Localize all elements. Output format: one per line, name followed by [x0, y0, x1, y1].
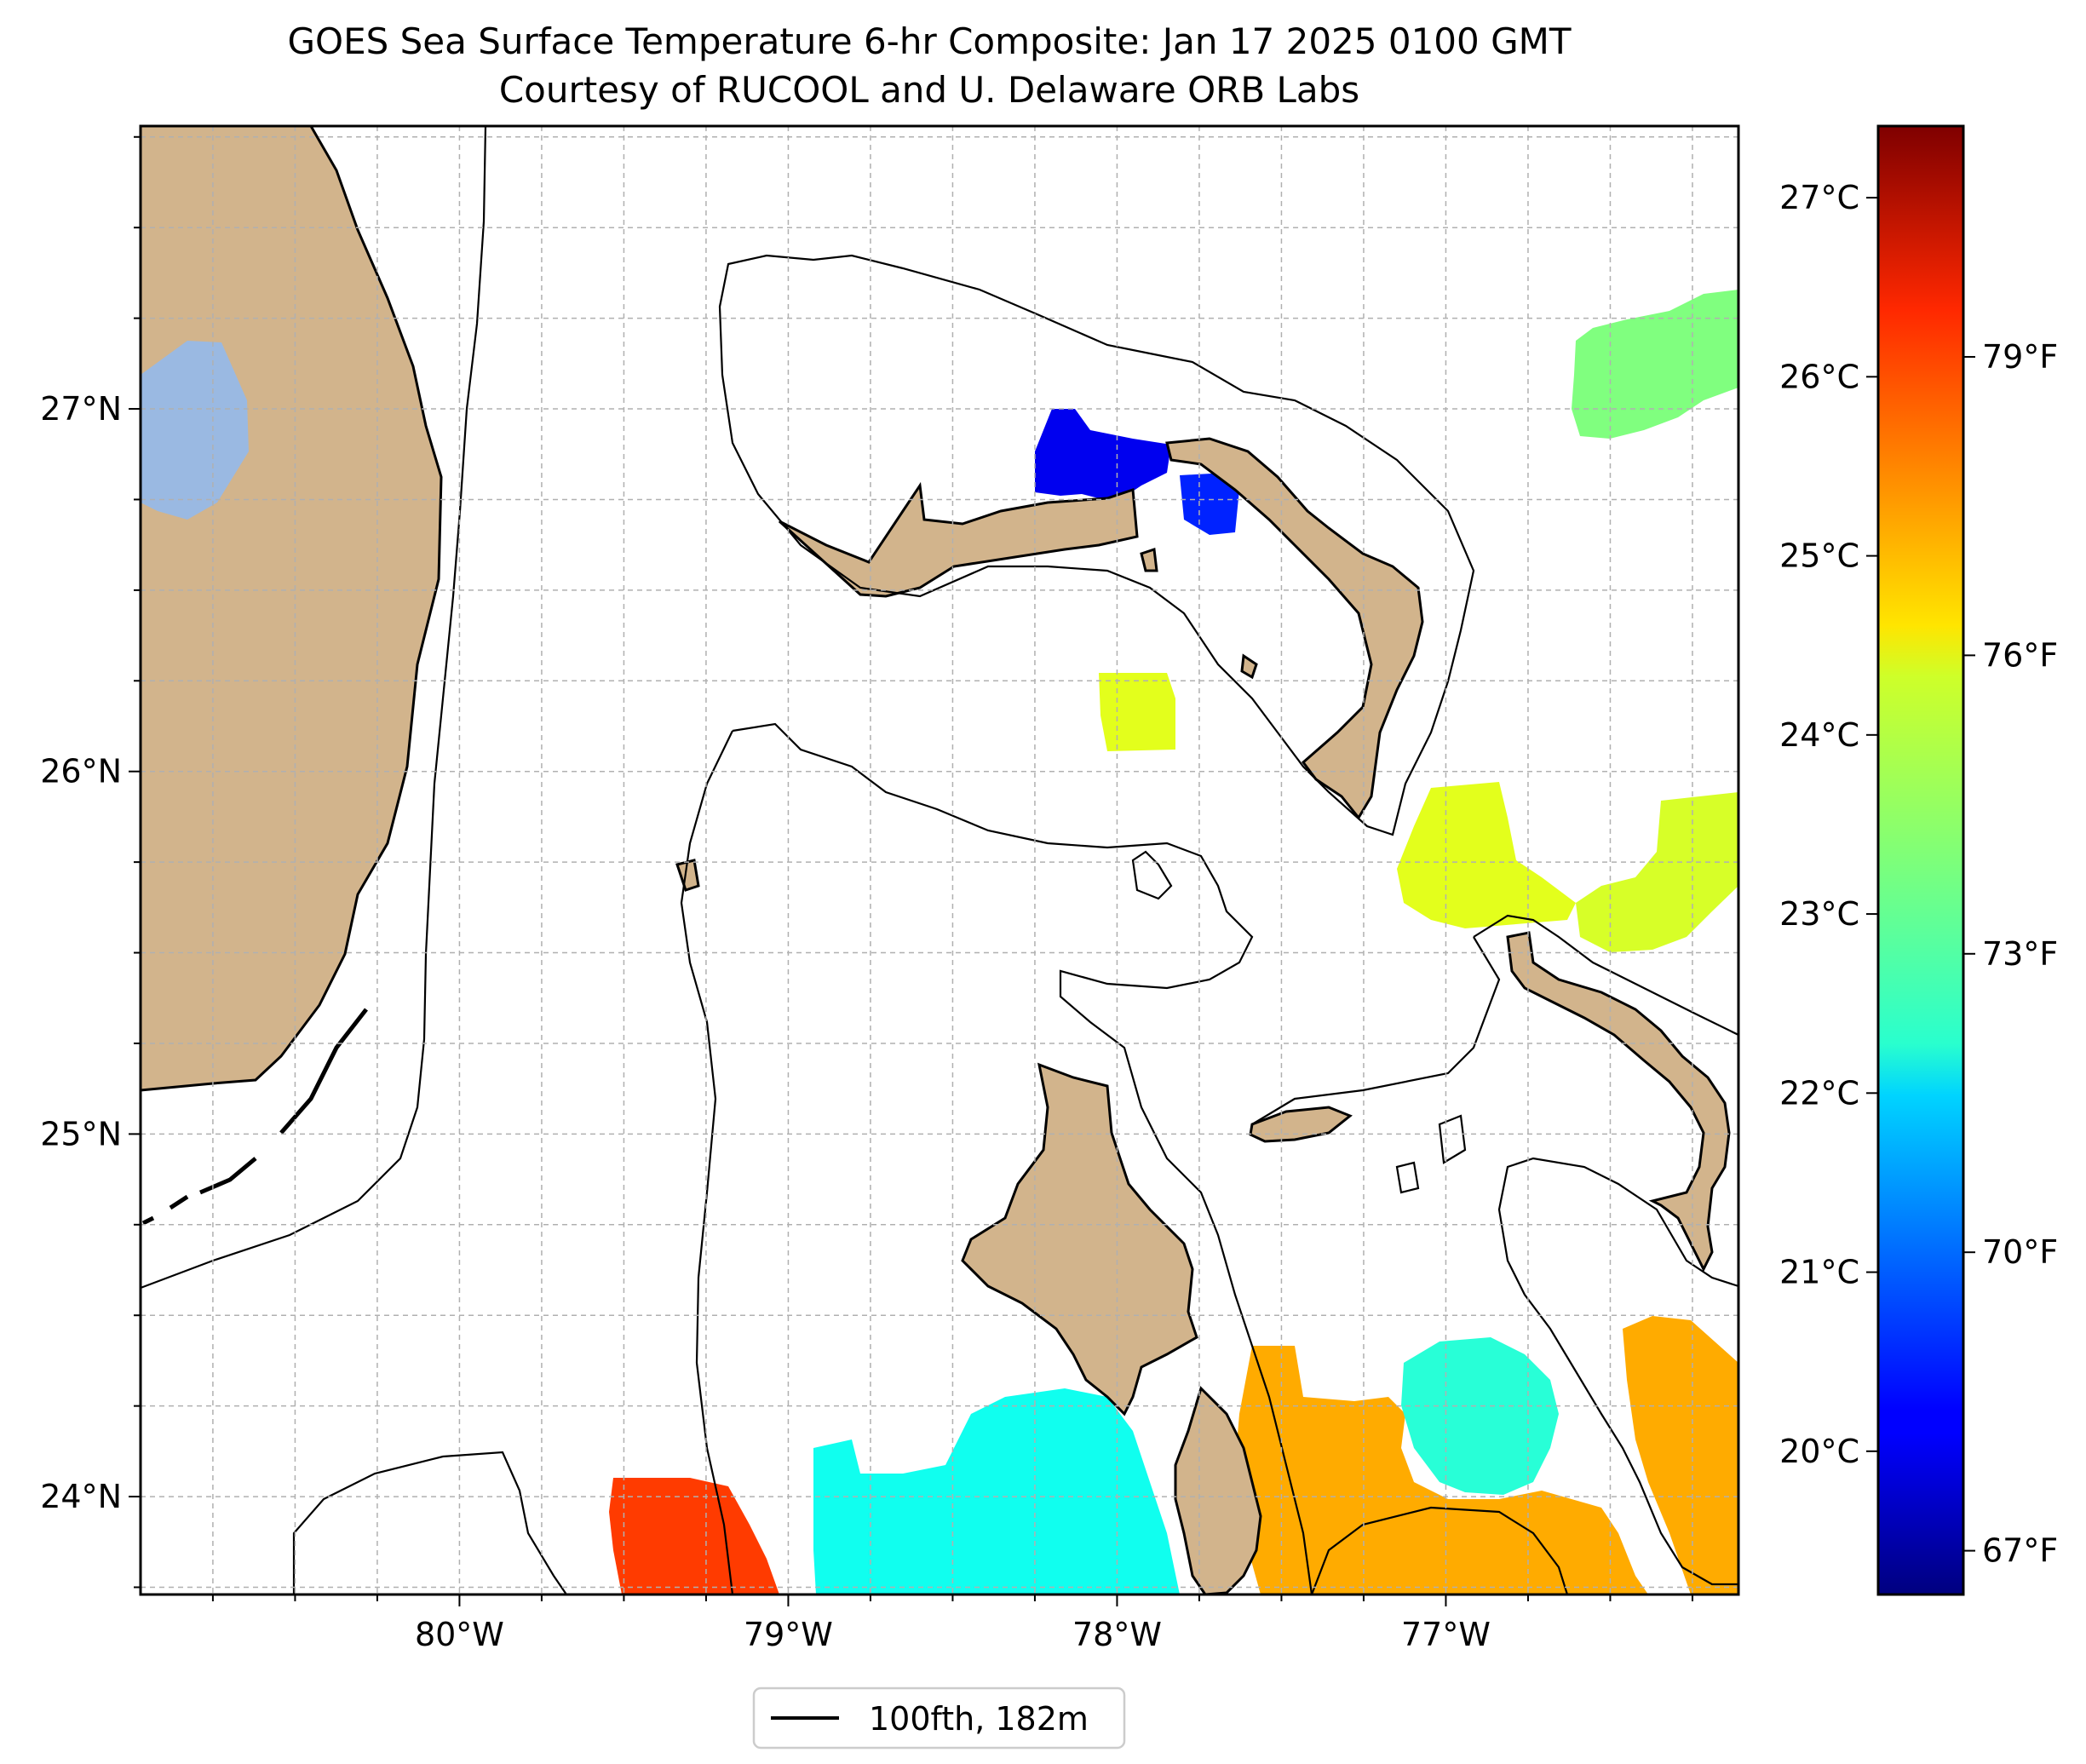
- lat-tick-label: 24°N: [40, 1478, 122, 1515]
- lon-tick-label: 80°W: [415, 1616, 504, 1653]
- fahrenheit-tick-label: 76°F: [1982, 636, 2058, 674]
- celsius-tick-label: 26°C: [1779, 358, 1859, 395]
- fahrenheit-tick-label: 70°F: [1982, 1233, 2058, 1271]
- sst-patch: [813, 1388, 1180, 1594]
- fahrenheit-tick-label: 73°F: [1982, 935, 2058, 973]
- lat-tick-label: 27°N: [40, 390, 122, 428]
- sst-patch: [1235, 1316, 1738, 1594]
- map-gridlines: [141, 126, 1738, 1594]
- sst-patch: [609, 1478, 779, 1594]
- map-title: GOES Sea Surface Temperature 6-hr Compos…: [287, 20, 1571, 62]
- lon-tick-label: 79°W: [744, 1616, 833, 1653]
- contour-legend: 100fth, 182m: [752, 1686, 1126, 1750]
- bathymetry-contours-100fth: [141, 126, 1738, 1594]
- colorbar-frame: [1876, 124, 1965, 1596]
- lon-tick-label: 78°W: [1072, 1616, 1162, 1653]
- celsius-tick-label: 25°C: [1779, 537, 1859, 575]
- celsius-tick-label: 23°C: [1779, 895, 1859, 933]
- sst-patch: [1572, 290, 1738, 439]
- legend-label: 100fth, 182m: [869, 1700, 1089, 1738]
- fahrenheit-tick-label: 67°F: [1982, 1532, 2058, 1570]
- map-axis-ticks: 80°W 79°W 78°W 77°W 24°N 25°N 26°N 27°N: [40, 135, 1693, 1653]
- map-frame: [139, 124, 1740, 1596]
- map-panel: [141, 126, 1738, 1594]
- florida-keys: [141, 1008, 368, 1226]
- grand-bahama-island: [778, 481, 1139, 598]
- sst-patch: [1576, 792, 1738, 952]
- celsius-tick-label: 21°C: [1779, 1254, 1859, 1291]
- celsius-tick-label: 24°C: [1779, 716, 1859, 754]
- sst-patch: [1401, 1337, 1559, 1495]
- land-layer: [141, 126, 1731, 1594]
- eleuthera-island: [1506, 931, 1731, 1273]
- sst-layer: [609, 290, 1738, 1594]
- legend-box: [752, 1686, 1126, 1750]
- lat-tick-label: 26°N: [40, 753, 122, 790]
- colorbar-gradient: [1878, 126, 1963, 1594]
- colorbar-ticks: 20°C 21°C 22°C 23°C 24°C 25°C 26°C 27°C 67°F 70°F…: [1779, 179, 2058, 1570]
- sst-patch: [1397, 782, 1576, 928]
- celsius-tick-label: 27°C: [1779, 179, 1859, 216]
- celsius-tick-label: 20°C: [1779, 1433, 1859, 1470]
- lat-tick-label: 25°N: [40, 1115, 122, 1152]
- andros-south-cays: [1174, 1386, 1262, 1594]
- celsius-tick-label: 22°C: [1779, 1074, 1859, 1112]
- lon-tick-label: 77°W: [1401, 1616, 1491, 1653]
- sst-patch: [1099, 673, 1175, 751]
- map-subtitle: Courtesy of RUCOOL and U. Delaware ORB L…: [499, 69, 1359, 111]
- sst-patch: [1035, 409, 1171, 503]
- sst-patch: [1180, 473, 1239, 535]
- new-providence-island: [1249, 1106, 1353, 1143]
- fahrenheit-tick-label: 79°F: [1982, 338, 2058, 376]
- lake-okeechobee: [141, 341, 249, 520]
